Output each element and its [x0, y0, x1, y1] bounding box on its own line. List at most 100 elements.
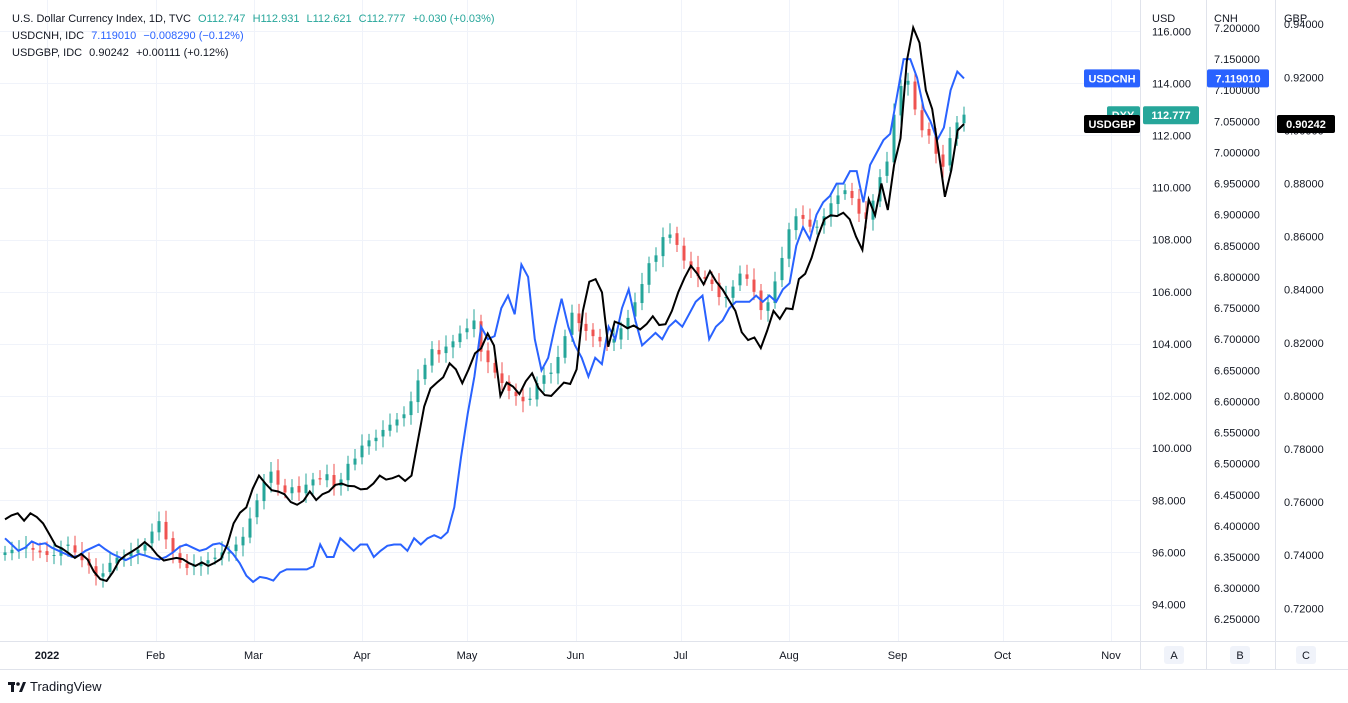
usdcnh-label-tag [1084, 69, 1140, 88]
dxy-value-tag [1143, 106, 1199, 125]
cnh-tick-label: 7.150000 [1214, 54, 1260, 66]
dxy-candle-body [493, 362, 497, 373]
dxy-candle-body [703, 276, 707, 279]
dxy-candle-body [598, 336, 602, 342]
cnh-tick-label: 6.400000 [1214, 521, 1260, 533]
tradingview-logo-icon [8, 681, 26, 692]
dxy-candle-body [479, 321, 483, 352]
dxy-candle-body [892, 114, 896, 163]
y-axis-ticks[interactable]: 94.000 96.000 98.000 100.000 102.000 104.000 1… [1152, 19, 1324, 626]
usdcnh-value-tag [1207, 69, 1269, 88]
cnh-tick-label: 6.700000 [1214, 334, 1260, 346]
dxy-candle-body [787, 229, 791, 259]
dxy-candle-body [850, 190, 854, 199]
dxy-candle-body [227, 552, 231, 554]
dxy-candle-body [430, 349, 434, 366]
dxy-candle-body [150, 531, 154, 544]
legend-dxy-low: L112.621 [306, 13, 352, 25]
plot-area[interactable] [0, 0, 1140, 641]
cnh-tick-label: 6.750000 [1214, 303, 1260, 315]
dxy-candle-body [115, 557, 119, 564]
dxy-candle-body [395, 419, 399, 426]
time-axis-ticks[interactable]: 2022 Feb Mar Apr May Jun Jul Aug Sep Oct Nov [35, 650, 1122, 662]
gbp-tick-label: 0.86000 [1284, 232, 1324, 244]
dxy-candle-body [353, 458, 357, 465]
tradingview-branding[interactable]: TradingView [8, 679, 102, 694]
usdcnh-value-text: 7.119010 [1215, 73, 1260, 85]
cnh-tick-label: 6.300000 [1214, 583, 1260, 595]
dxy-candle-body [584, 323, 588, 331]
dxy-candle-body [129, 552, 133, 557]
usd-tick-label: 100.000 [1152, 443, 1192, 455]
cnh-axis-title: CNH [1214, 13, 1238, 25]
dxy-candle-body [920, 110, 924, 131]
dxy-candle-body [304, 484, 308, 494]
usd-tick-label: 110.000 [1152, 183, 1191, 195]
dxy-candle-body [388, 424, 392, 431]
legend-dxy[interactable]: U.S. Dollar Currency Index, 1D, TVC O112… [12, 12, 499, 26]
cnh-tick-label: 6.250000 [1214, 614, 1260, 626]
cnh-tick-label: 6.950000 [1214, 179, 1260, 191]
dxy-candle-body [38, 550, 42, 553]
usdgbp-value-text: 0.90242 [1286, 119, 1326, 131]
dxy-candle-body [437, 349, 441, 355]
dxy-candle-body [521, 396, 525, 402]
dxy-candle-body [234, 544, 238, 552]
axis-button-bg [1296, 646, 1316, 664]
time-tick-label: Oct [994, 650, 1011, 662]
dxy-value-text: 112.777 [1151, 110, 1190, 122]
dxy-candle-body [45, 551, 49, 556]
cnh-tick-label: 7.000000 [1214, 147, 1260, 159]
dxy-candle-body [52, 555, 56, 557]
dxy-candle-body [255, 500, 259, 518]
dxy-candle-body [745, 274, 749, 279]
dxy-candle-body [402, 414, 406, 419]
dxy-candle-body [164, 521, 168, 540]
cnh-tick-label: 6.800000 [1214, 272, 1260, 284]
time-tick-label: Nov [1101, 650, 1121, 662]
dxy-candle-body [367, 440, 371, 447]
dxy-candle-body [276, 470, 280, 485]
gbp-tick-label: 0.94000 [1284, 19, 1324, 31]
dxy-candle-body [731, 286, 735, 298]
dxy-candle-body [500, 373, 504, 384]
dxy-candle-body [857, 198, 861, 214]
dxy-candle-body [773, 281, 777, 304]
dxy-candle-body [808, 219, 812, 227]
dxy-candle-body [948, 138, 952, 166]
usdgbp-line [4, 24, 965, 583]
legend-usdgbp-last: 0.90242 [89, 47, 129, 59]
gbp-tick-label: 0.84000 [1284, 285, 1324, 297]
dxy-candle-body [486, 350, 490, 363]
cnh-tick-label: 6.900000 [1214, 210, 1260, 222]
dxy-candle-body [577, 313, 581, 324]
dxy-candle-body [507, 381, 511, 391]
dxy-candle-body [654, 255, 658, 262]
legend-usdcnh-last: 7.119010 [91, 30, 137, 42]
dxy-candle-body [10, 549, 14, 554]
dxy-candle-body [696, 267, 700, 277]
legend-usdcnh[interactable]: USDCNH, IDC 7.119010 −0.008290 (−0.12%) [12, 29, 248, 43]
time-tick-label: Apr [353, 650, 370, 662]
dxy-candle-body [836, 195, 840, 205]
dxy-candle-body [542, 375, 546, 384]
cnh-tick-label: 6.550000 [1214, 428, 1260, 440]
time-tick-label: Feb [146, 650, 165, 662]
dxy-candle-body [283, 485, 287, 493]
dxy-candle-body [612, 338, 616, 343]
gbp-tick-label: 0.72000 [1284, 603, 1324, 615]
axis-buttons[interactable]: A B C [1164, 646, 1316, 664]
legend-usdcnh-name: USDCNH, IDC [12, 30, 85, 42]
dxy-candle-body [171, 538, 175, 553]
legend-usdgbp[interactable]: USDGBP, IDC 0.90242 +0.00111 (+0.12%) [12, 46, 233, 60]
legend-usdgbp-name: USDGBP, IDC [12, 47, 83, 59]
dxy-candle-body [262, 482, 266, 502]
dxy-candle-body [3, 552, 7, 556]
usdcnh-label-text: USDCNH [1088, 73, 1135, 85]
dxy-candle-body [374, 437, 378, 442]
dxy-candle-body [556, 356, 560, 374]
axis-button-bg [1164, 646, 1184, 664]
dxy-candle-body [409, 401, 413, 416]
dxy-candle-body [570, 312, 574, 335]
